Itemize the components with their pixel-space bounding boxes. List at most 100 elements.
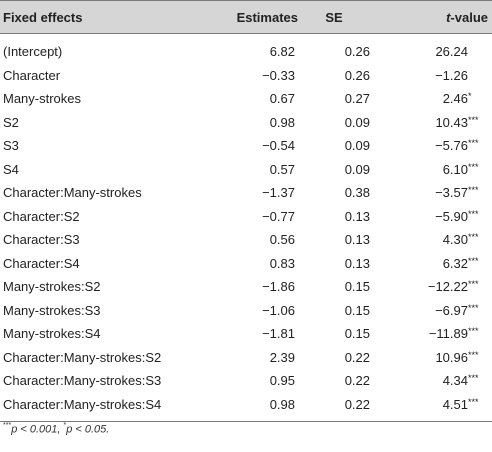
table-row: S4 0.57 0.09 6.10 *** (0, 158, 492, 182)
se-cell: 0.15 (344, 302, 370, 318)
t-value-cell: 10.43 *** (370, 111, 485, 135)
effect-cell: Many-strokes:S3 (3, 302, 101, 318)
header-fixed-effects: Fixed effects (3, 9, 83, 25)
t-value-wrapper: −5.90 *** (435, 209, 485, 224)
significance-stars: *** (468, 232, 479, 243)
table-footnote: ***p < 0.001, *p < 0.05. (3, 422, 110, 436)
se-cell: 0.22 (344, 349, 370, 365)
t-value-wrapper: 2.46 * (443, 91, 485, 106)
se-cell: 0.13 (344, 232, 370, 248)
se-cell: 0.09 (344, 114, 370, 130)
table-row: Character −0.33 0.26 −1.26 (0, 64, 492, 88)
t-value-cell: −5.90 *** (370, 205, 485, 229)
effect-cell: Character:S4 (3, 255, 80, 271)
table-row: Many-strokes:S3 −1.06 0.15 −6.97 *** (0, 299, 492, 323)
t-value-wrapper: 10.96 *** (435, 350, 485, 365)
se-cell: 0.38 (344, 185, 370, 201)
se-cell: 0.09 (344, 161, 370, 177)
se-cell: 0.27 (344, 91, 370, 107)
table-row: Character:Many-strokes:S4 0.98 0.22 4.51 *** (0, 393, 492, 417)
effect-cell: Many-strokes (3, 91, 82, 107)
t-value-wrapper: 6.10 *** (443, 162, 485, 177)
t-value-number: −11.89 (428, 326, 468, 342)
estimate-cell: −0.54 (262, 138, 295, 154)
table-row: Many-strokes:S4 −1.81 0.15 −11.89 *** (0, 322, 492, 346)
estimate-cell: 0.67 (269, 91, 295, 107)
t-value-wrapper: 4.30 *** (443, 232, 485, 247)
estimate-cell: 2.39 (269, 349, 295, 365)
significance-stars: *** (468, 161, 479, 172)
t-value-cell: −11.89 *** (370, 322, 485, 346)
fixed-effects-table: Fixed effects Estimates SE t -value (Inte… (0, 0, 492, 422)
header-t-suffix: -value (450, 9, 488, 25)
table-row: Character:Many-strokes −1.37 0.38 −3.57 *** (0, 181, 492, 205)
effect-cell: Character:Many-strokes (3, 185, 142, 201)
estimate-cell: −1.86 (262, 279, 295, 295)
se-cell: 0.09 (344, 138, 370, 154)
table-row: Character:S3 0.56 0.13 4.30 *** (0, 228, 492, 252)
se-cell: 0.15 (344, 279, 370, 295)
significance-stars: *** (468, 114, 479, 125)
effect-cell: Many-strokes:S4 (3, 326, 101, 342)
table-row: Character:S4 0.83 0.13 6.32 *** (0, 252, 492, 276)
significance-stars: *** (468, 138, 479, 149)
significance-stars: *** (468, 326, 479, 337)
t-value-cell: −3.57 *** (370, 181, 485, 205)
t-value-number: −5.90 (435, 208, 468, 224)
table-row: (Intercept) 6.82 0.26 26.24 (0, 40, 492, 64)
estimate-cell: −1.81 (262, 326, 295, 342)
significance-stars: *** (468, 255, 479, 266)
estimate-cell: 0.95 (269, 373, 295, 389)
estimate-cell: 0.83 (269, 255, 295, 271)
significance-stars: *** (468, 373, 479, 384)
effect-cell: S4 (3, 161, 19, 177)
se-cell: 0.22 (344, 396, 370, 412)
se-cell: 0.26 (344, 44, 370, 60)
effect-cell: Character:Many-strokes:S4 (3, 396, 162, 412)
t-value-cell: 26.24 (370, 40, 485, 64)
estimate-cell: −1.37 (262, 185, 295, 201)
effect-cell: S3 (3, 138, 19, 154)
table-row: Character:Many-strokes:S3 0.95 0.22 4.34 *** (0, 369, 492, 393)
significance-stars: *** (468, 396, 479, 407)
t-value-wrapper: 4.34 *** (443, 373, 485, 388)
t-value-cell: 4.30 *** (370, 228, 485, 252)
footnote-sig2-text: p < 0.05. (66, 423, 110, 436)
t-value-number: 4.34 (442, 373, 468, 389)
t-value-cell: 2.46 * (370, 87, 485, 111)
effect-cell: Character (3, 67, 61, 83)
t-value-wrapper: −5.76 *** (435, 138, 485, 153)
effect-cell: Character:Many-strokes:S3 (3, 373, 162, 389)
t-value-cell: 10.96 *** (370, 346, 485, 370)
t-value-wrapper: −11.89 *** (429, 326, 485, 341)
estimate-cell: −0.77 (262, 208, 295, 224)
t-value-cell: −1.26 (370, 64, 485, 88)
estimate-cell: −0.33 (262, 67, 295, 83)
header-t-value: t -value (370, 1, 488, 33)
t-value-wrapper: 4.51 *** (443, 397, 485, 412)
effect-cell: Many-strokes:S2 (3, 279, 101, 295)
t-value-number: 26.24 (435, 44, 468, 60)
effect-cell: Character:Many-strokes:S2 (3, 349, 162, 365)
t-value-number: 2.46 (442, 91, 468, 107)
t-value-number: −6.97 (435, 302, 468, 318)
footnote-sig2-marker: * (63, 422, 67, 429)
se-cell: 0.13 (344, 208, 370, 224)
estimate-cell: 0.56 (269, 232, 295, 248)
footnote-sig1-text: p < 0.001, (11, 423, 64, 436)
estimate-cell: 0.57 (269, 161, 295, 177)
se-cell: 0.22 (344, 373, 370, 389)
header-t-italic: t (446, 9, 451, 25)
significance-stars: * (468, 91, 472, 102)
t-value-cell: 4.51 *** (370, 393, 485, 417)
t-value-number: 10.96 (435, 349, 468, 365)
t-value-cell: −5.76 *** (370, 134, 485, 158)
se-cell: 0.26 (344, 67, 370, 83)
t-value-cell: 6.32 *** (370, 252, 485, 276)
footnote-sig1-marker: *** (3, 422, 12, 429)
se-cell: 0.15 (344, 326, 370, 342)
t-value-wrapper: −1.26 (435, 68, 485, 83)
significance-stars: *** (468, 349, 479, 360)
table-row: Character:Many-strokes:S2 2.39 0.22 10.96 **… (0, 346, 492, 370)
t-value-wrapper: −6.97 *** (435, 303, 485, 318)
